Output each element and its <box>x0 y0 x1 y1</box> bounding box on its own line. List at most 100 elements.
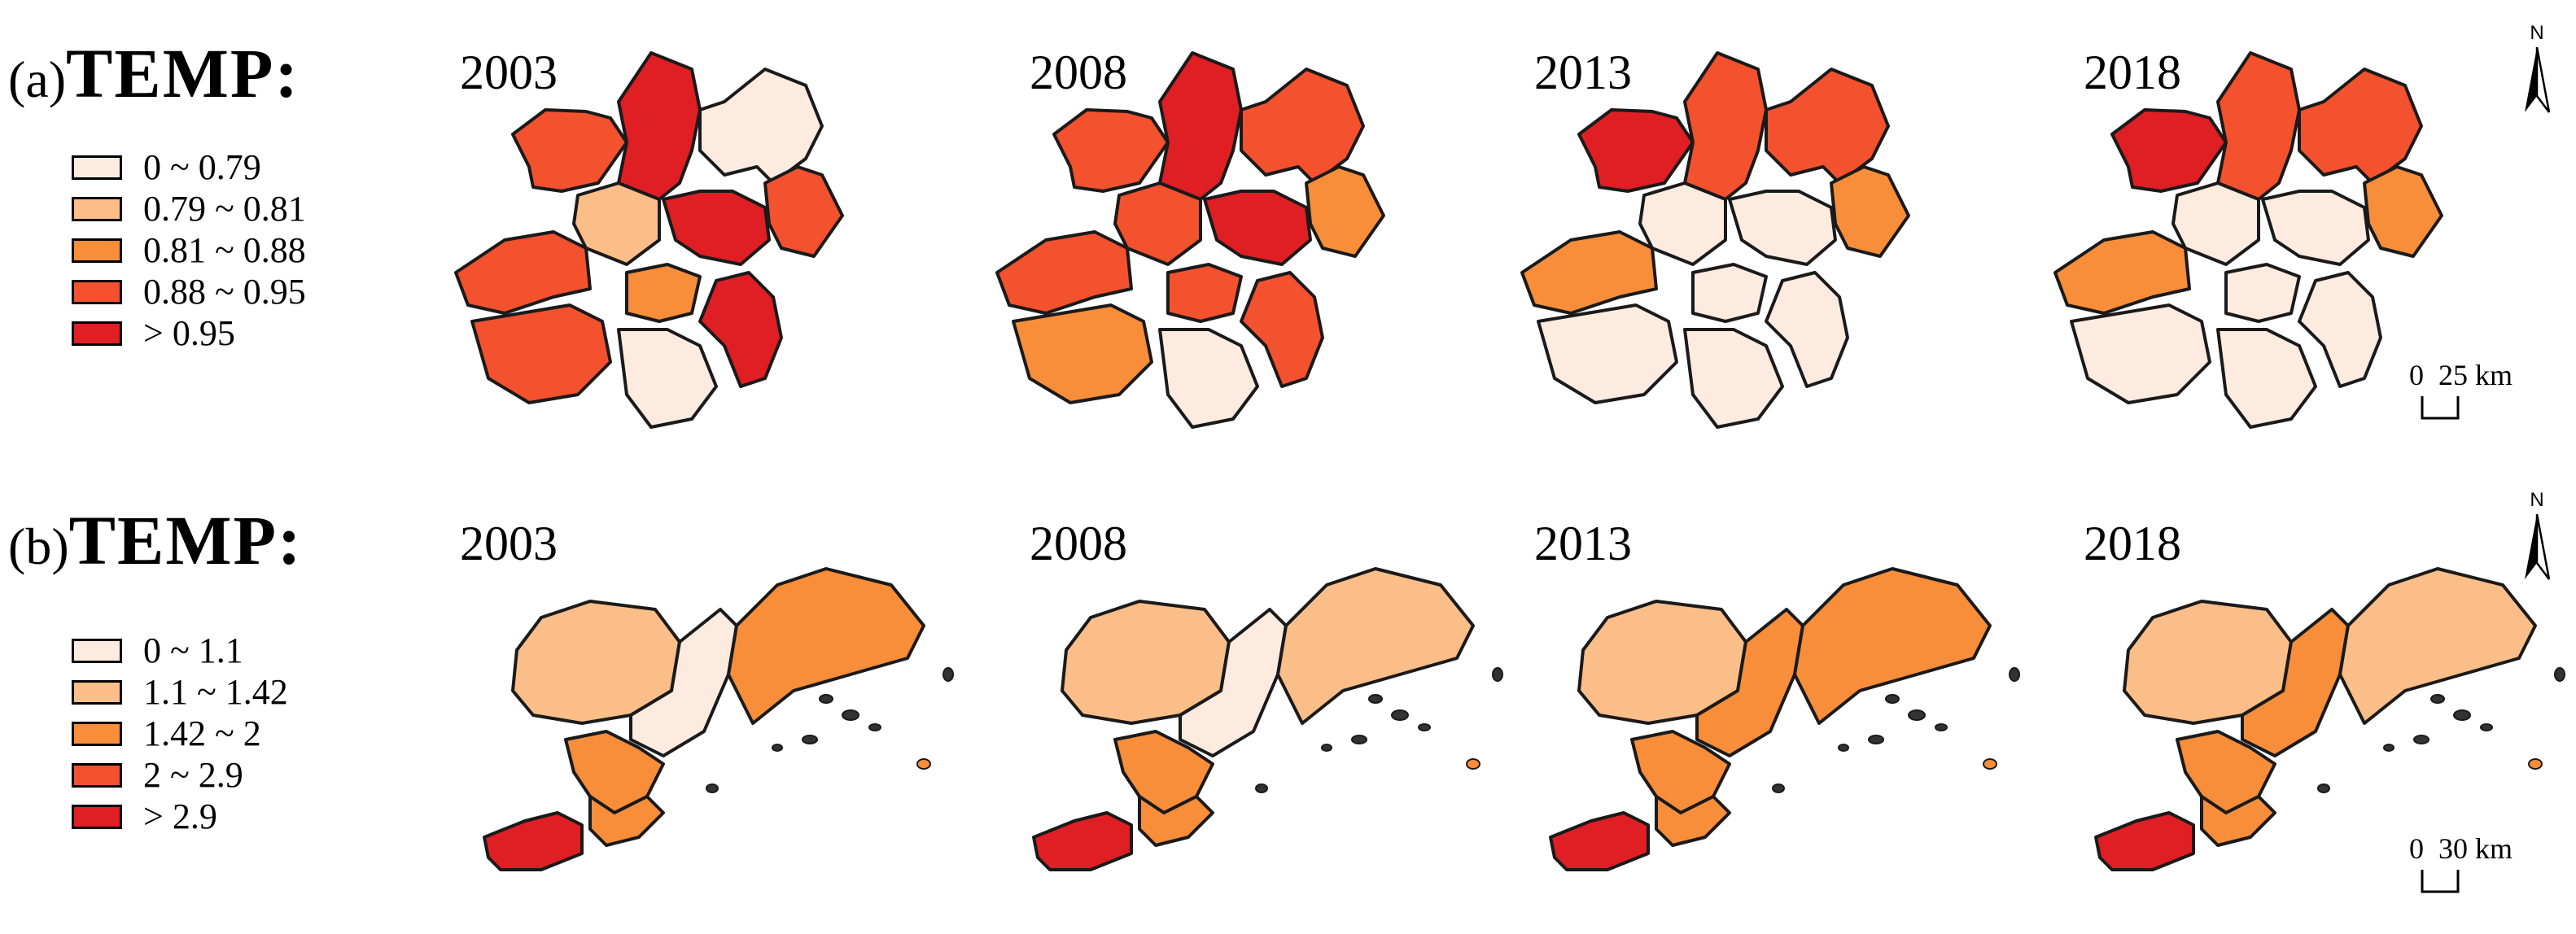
district-region <box>1728 190 1837 266</box>
district-region <box>625 263 702 323</box>
district-map <box>454 51 844 429</box>
district-region <box>1166 263 1243 323</box>
island-shape <box>772 744 783 752</box>
island-shape <box>2430 694 2445 704</box>
panel-a-maps <box>454 51 2443 429</box>
scale-bar-icon <box>2421 870 2460 893</box>
district-region <box>2094 811 2195 871</box>
district-region <box>2298 271 2382 388</box>
panel-a-legend: 0 ~ 0.79 0.79 ~ 0.81 0.81 ~ 0.88 0.88 ~ … <box>72 146 306 354</box>
district-region <box>2200 795 2276 847</box>
legend-swatch <box>72 238 122 263</box>
north-label: N <box>2530 489 2543 511</box>
island-shape <box>868 723 881 731</box>
district-region <box>483 811 584 871</box>
district-map <box>483 567 954 871</box>
district-region <box>588 795 665 847</box>
scale-bar-a: 0 25 km <box>2409 358 2513 432</box>
island-shape <box>706 783 719 793</box>
island-shape <box>1368 694 1383 704</box>
legend-swatch <box>72 196 122 221</box>
district-region <box>1158 51 1243 201</box>
district-region <box>1655 795 1731 847</box>
island-shape <box>2528 758 2543 770</box>
district-region <box>1240 271 1324 388</box>
legend-swatch <box>72 638 122 663</box>
island-shape <box>2383 744 2394 752</box>
year-label: 2013 <box>1534 517 1632 570</box>
island-shape <box>1908 709 1926 721</box>
district-region <box>2216 51 2301 201</box>
district-region <box>1203 190 1312 266</box>
legend-swatch <box>72 279 122 304</box>
year-label: 2008 <box>1030 46 1127 99</box>
legend-label: 0 ~ 0.79 <box>143 147 261 187</box>
district-region <box>995 230 1133 315</box>
panel-b: (b)TEMP: 0 ~ 1.1 1.1 ~ 1.42 1.42 ~ 2 2 ~… <box>0 467 2576 923</box>
legend-swatch <box>72 321 122 346</box>
year-label: 2013 <box>1534 46 1632 99</box>
district-region <box>2363 165 2443 258</box>
island-shape <box>1321 744 1332 752</box>
panel-b-maps <box>483 567 2565 871</box>
panel-a-variable: TEMP: <box>66 34 300 112</box>
legend-item: 2 ~ 2.9 <box>72 754 288 796</box>
district-region <box>1830 165 1910 258</box>
north-label: N <box>2530 22 2543 44</box>
legend-swatch <box>72 762 122 788</box>
district-region <box>1793 567 1992 725</box>
panel-a: (a)TEMP: 0 ~ 0.79 0.79 ~ 0.81 0.81 ~ 0.8… <box>0 0 2576 456</box>
panel-a-title: (a)TEMP: <box>8 33 300 114</box>
island-shape <box>2009 667 2020 682</box>
district-map <box>2094 567 2565 871</box>
island-shape <box>1466 758 1480 770</box>
island-shape <box>2413 735 2429 744</box>
legend-item: 0 ~ 1.1 <box>72 630 288 671</box>
district-region <box>2261 190 2370 266</box>
district-region <box>1158 328 1259 429</box>
district-region <box>1276 567 1475 725</box>
district-region <box>1691 263 1768 323</box>
district-region <box>662 190 771 266</box>
island-shape <box>802 735 818 744</box>
district-region <box>572 181 661 266</box>
legend-label: > 2.9 <box>143 797 217 836</box>
year-label: 2018 <box>2084 517 2181 570</box>
island-shape <box>842 709 859 721</box>
district-region <box>1577 108 1695 193</box>
district-region <box>1765 68 1890 185</box>
legend-label: 0 ~ 1.1 <box>143 631 243 670</box>
district-region <box>698 68 824 185</box>
district-region <box>2171 181 2260 266</box>
legend-item: 0.79 ~ 0.81 <box>72 188 306 229</box>
district-region <box>1695 608 1804 757</box>
district-region <box>617 328 718 429</box>
scale-bar-b: 0 30 km <box>2409 831 2513 906</box>
district-region <box>1305 165 1385 258</box>
legend-label: 0.79 ~ 0.81 <box>143 189 306 229</box>
district-region <box>470 303 612 404</box>
district-region <box>1240 68 1365 185</box>
legend-label: 0.88 ~ 0.95 <box>143 272 306 312</box>
panel-b-legend: 0 ~ 1.1 1.1 ~ 1.42 1.42 ~ 2 2 ~ 2.9 > 2.… <box>72 630 288 837</box>
legend-label: > 0.95 <box>143 313 235 353</box>
north-arrow-icon: N <box>2525 489 2551 580</box>
legend-item: > 2.9 <box>72 796 288 837</box>
legend-item: 1.1 ~ 1.42 <box>72 671 288 713</box>
district-region <box>1549 811 1650 871</box>
island-shape <box>1885 694 1900 704</box>
legend-label: 1.1 ~ 1.42 <box>143 672 288 712</box>
scale-bar-icon <box>2421 396 2460 420</box>
panel-b-label: (b) <box>8 517 69 575</box>
district-map <box>2053 51 2443 429</box>
district-region <box>2110 108 2228 193</box>
district-map <box>995 51 1385 429</box>
district-region <box>2070 303 2211 404</box>
district-region <box>727 567 925 725</box>
district-region <box>2224 263 2301 323</box>
district-region <box>454 230 592 315</box>
district-region <box>698 271 783 388</box>
north-arrow-icon: N <box>2525 22 2551 113</box>
district-region <box>1683 51 1768 201</box>
district-region <box>511 108 628 193</box>
